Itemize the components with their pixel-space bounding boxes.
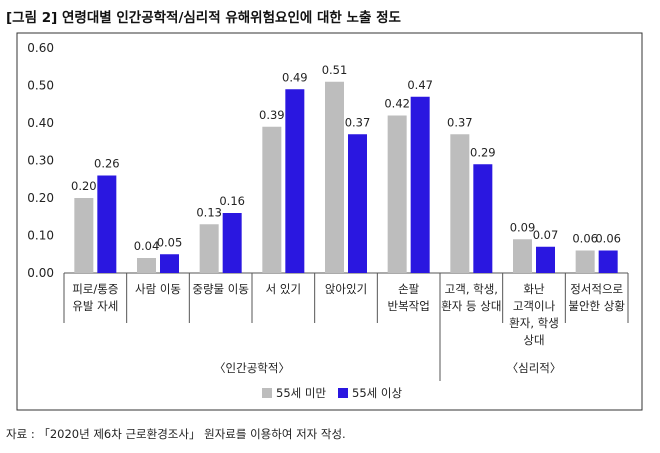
y-tick-label: 0.40 xyxy=(27,116,54,130)
bar xyxy=(160,254,179,273)
category-label: 상대 xyxy=(523,333,544,347)
legend-label-series1: 55세 미만 xyxy=(276,386,326,400)
category-label: 환자, 학생 xyxy=(509,316,559,330)
category-label: 유발 자세 xyxy=(72,299,118,313)
group-label: 〈인간공학적〉 xyxy=(214,361,290,375)
bar-value-label: 0.05 xyxy=(157,235,183,249)
bar xyxy=(137,258,156,273)
bar-value-label: 0.39 xyxy=(259,108,285,122)
bar-value-label: 0.13 xyxy=(196,205,222,219)
bar-value-label: 0.47 xyxy=(407,78,433,92)
y-tick-label: 0.00 xyxy=(27,266,54,280)
bar xyxy=(536,246,555,273)
bar xyxy=(450,134,470,273)
bar xyxy=(473,164,493,273)
y-tick-label: 0.60 xyxy=(27,41,54,55)
bar-value-label: 0.29 xyxy=(470,145,496,159)
category-label: 고객이나 xyxy=(513,299,556,313)
bar xyxy=(222,213,242,273)
bar xyxy=(410,96,430,273)
legend-swatch-series1 xyxy=(262,388,272,398)
bar-value-label: 0.49 xyxy=(282,70,308,84)
figure-title: [그림 2] 연령대별 인간공학적/심리적 유해위험요인에 대한 노출 정도 xyxy=(6,10,401,26)
bar xyxy=(74,198,94,273)
bar xyxy=(575,250,595,273)
bar-value-label: 0.07 xyxy=(533,228,559,242)
category-label: 화난 xyxy=(523,282,545,296)
bar xyxy=(348,134,367,273)
chart-frame xyxy=(16,32,643,411)
bar-value-label: 0.37 xyxy=(447,115,473,129)
category-label: 앉아있기 xyxy=(325,282,367,296)
bar-value-label: 0.26 xyxy=(94,157,120,171)
y-tick-label: 0.30 xyxy=(27,154,54,168)
category-label: 피로/통증 xyxy=(72,282,118,296)
legend-swatch-series2 xyxy=(338,388,348,398)
category-label: 서 있기 xyxy=(266,282,301,296)
group-label: 〈심리적〉 xyxy=(507,361,562,375)
category-label: 정서적으로 xyxy=(570,282,623,296)
bar xyxy=(285,89,305,273)
bar xyxy=(199,224,219,273)
category-label: 반복작업 xyxy=(388,299,430,313)
bar-value-label: 0.04 xyxy=(134,239,160,253)
bar xyxy=(598,250,618,273)
category-label: 불안한 상황 xyxy=(568,299,625,313)
bar-value-label: 0.20 xyxy=(71,179,97,193)
bar-value-label: 0.16 xyxy=(219,194,245,208)
bar-value-label: 0.06 xyxy=(595,232,621,246)
bar-value-label: 0.37 xyxy=(345,115,371,129)
category-label: 고객, 학생, xyxy=(445,282,498,296)
category-label: 환자 등 상대 xyxy=(441,299,501,313)
bar-value-label: 0.06 xyxy=(572,232,598,246)
bar xyxy=(262,126,282,273)
category-label: 사람 이동 xyxy=(135,282,181,296)
category-label: 중량물 이동 xyxy=(192,282,249,296)
bar-value-label: 0.42 xyxy=(384,97,410,111)
y-tick-label: 0.10 xyxy=(27,229,54,243)
category-label: 손팔 xyxy=(398,282,420,296)
bar-value-label: 0.09 xyxy=(510,220,536,234)
legend-label-series2: 55세 이상 xyxy=(352,386,402,400)
source-note: 자료 : 「2020년 제6차 근로환경조사」 원자료를 이용하여 저자 작성. xyxy=(6,427,346,441)
bar xyxy=(97,175,117,273)
bar xyxy=(513,239,532,273)
bar-value-label: 0.51 xyxy=(322,63,348,77)
bar xyxy=(325,81,344,273)
y-tick-label: 0.50 xyxy=(27,79,54,93)
bar xyxy=(387,115,407,273)
y-tick-label: 0.20 xyxy=(27,191,54,205)
